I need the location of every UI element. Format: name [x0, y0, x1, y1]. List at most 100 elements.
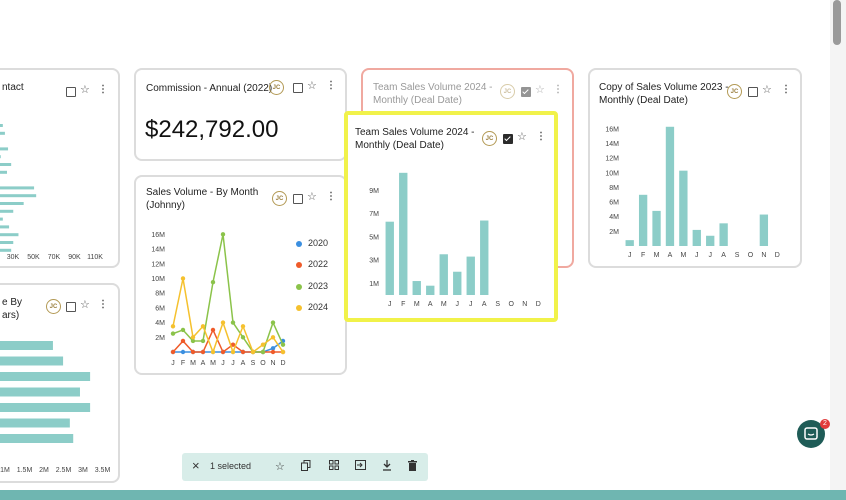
bar [0, 147, 9, 151]
data-point [270, 335, 276, 340]
data-point [180, 327, 186, 333]
more-options-icon[interactable]: ⋮ [98, 84, 108, 95]
star-icon[interactable]: ☆ [762, 84, 772, 96]
bar [0, 225, 10, 229]
card-title: Copy of Sales Volume 2023 - Monthly (Dea… [599, 81, 729, 107]
y-tick-label: 9M [369, 188, 379, 195]
card-team-2024-dragging[interactable]: Team Sales Volume 2024 - Monthly (Deal D… [344, 111, 558, 322]
title-line-1: Copy of Sales Volume 2023 - [599, 82, 729, 93]
star-icon[interactable]: ☆ [307, 191, 317, 203]
x-tick-label: 3.5M [95, 467, 111, 474]
copy-icon[interactable] [301, 460, 311, 475]
team-2024-chart: J F M A M J J A S O N D 1M 3M 5M 7M 9M [369, 172, 541, 308]
download-icon[interactable] [382, 460, 392, 475]
x-tick-label: 2M [39, 467, 49, 474]
bar [0, 233, 19, 237]
star-icon[interactable]: ☆ [80, 299, 90, 311]
select-checkbox[interactable] [293, 194, 303, 204]
title-line-2: Monthly (Deal Date) [599, 95, 688, 106]
data-point [170, 324, 176, 329]
star-icon[interactable]: ☆ [275, 461, 285, 473]
data-point [280, 342, 286, 347]
data-point [270, 320, 276, 325]
bar [0, 170, 7, 174]
select-checkbox[interactable] [66, 87, 76, 97]
select-checkbox[interactable] [66, 302, 76, 312]
star-icon[interactable]: ☆ [80, 84, 90, 96]
more-options-icon[interactable]: ⋮ [326, 80, 336, 91]
select-checkbox[interactable] [293, 83, 303, 93]
x-tick-label: F [181, 360, 185, 367]
bar [665, 126, 675, 246]
x-tick-label: J [221, 360, 225, 367]
x-tick-label: O [260, 360, 266, 367]
by-years-chart: 1M 1.5M 2M 2.5M 3M 3.5M [0, 341, 111, 474]
bar [719, 223, 728, 246]
card-title: Team Sales Volume 2024 - Monthly (Deal D… [355, 126, 475, 152]
card-sales-by-month[interactable]: Sales Volume - By Month (Johnny) JC ☆ ⋮ … [134, 175, 347, 375]
close-icon[interactable]: × [192, 458, 200, 473]
bar [0, 387, 80, 397]
contact-chart: 30K 50K 70K 90K 110K [0, 124, 103, 261]
y-tick-label: 6M [609, 200, 619, 207]
data-point [190, 349, 196, 355]
bar [0, 124, 3, 127]
trash-icon[interactable] [408, 460, 417, 475]
star-icon[interactable]: ☆ [307, 80, 317, 92]
grid-icon[interactable] [329, 460, 339, 474]
selected-count: 1 selected [210, 461, 252, 471]
bar [385, 221, 394, 295]
more-options-icon[interactable]: ⋮ [326, 191, 336, 202]
bar [0, 403, 91, 412]
title-line-1: Team Sales Volume 2024 - [355, 127, 475, 138]
move-to-icon[interactable] [355, 460, 366, 474]
legend-2022: 2022 [296, 259, 328, 269]
x-tick-label: M [441, 301, 447, 308]
x-tick-label: F [641, 252, 645, 259]
user-avatar: JC [272, 191, 287, 206]
more-options-icon[interactable]: ⋮ [98, 299, 108, 310]
x-tick-label: 70K [48, 254, 61, 261]
more-options-icon[interactable]: ⋮ [781, 84, 791, 95]
x-tick-label: 110K [87, 254, 103, 261]
card-contact[interactable]: ntact ☆ ⋮ 30K 50K 70K 90K 110K [0, 68, 120, 268]
bar [0, 356, 64, 366]
commission-value: $242,792.00 [145, 116, 279, 143]
x-tick-label: N [522, 301, 527, 308]
data-point [190, 335, 196, 340]
card-commission[interactable]: Commission - Annual (2022) JC ☆ ⋮ $242,7… [134, 68, 347, 161]
data-point [180, 349, 186, 355]
data-point [210, 279, 216, 285]
x-tick-label: A [241, 360, 246, 367]
bar [453, 271, 462, 295]
data-point [200, 349, 206, 355]
card-by-years[interactable]: e By ars) JC ☆ ⋮ 1M 1.5M 2M 2.5M 3M 3.5M [0, 283, 120, 483]
select-checkbox[interactable] [503, 134, 513, 144]
x-tick-label: J [171, 360, 175, 367]
bar [652, 210, 661, 246]
bar [0, 155, 1, 159]
data-point [180, 276, 186, 281]
y-tick-label: 4M [609, 214, 619, 221]
page-scrollbar[interactable] [830, 0, 846, 490]
bar [625, 240, 634, 246]
bar [0, 194, 37, 198]
star-icon[interactable]: ☆ [517, 131, 527, 143]
legend-2020: 2020 [296, 238, 328, 248]
select-checkbox[interactable] [748, 87, 758, 97]
x-tick-label: A [428, 301, 433, 308]
data-point [220, 349, 226, 355]
legend-label: 2022 [308, 259, 329, 269]
data-point [170, 349, 176, 355]
more-options-icon[interactable]: ⋮ [536, 131, 546, 142]
data-point [240, 349, 246, 355]
card-copy-2023[interactable]: Copy of Sales Volume 2023 - Monthly (Dea… [588, 68, 802, 268]
bar [480, 220, 489, 295]
data-point [250, 349, 256, 355]
x-tick-label: D [536, 301, 541, 308]
data-point [200, 324, 206, 329]
x-tick-label: 30K [7, 254, 20, 261]
y-tick-label: 14M [605, 141, 619, 148]
scrollbar-thumb[interactable] [833, 0, 841, 45]
x-tick-label: J [456, 301, 460, 308]
